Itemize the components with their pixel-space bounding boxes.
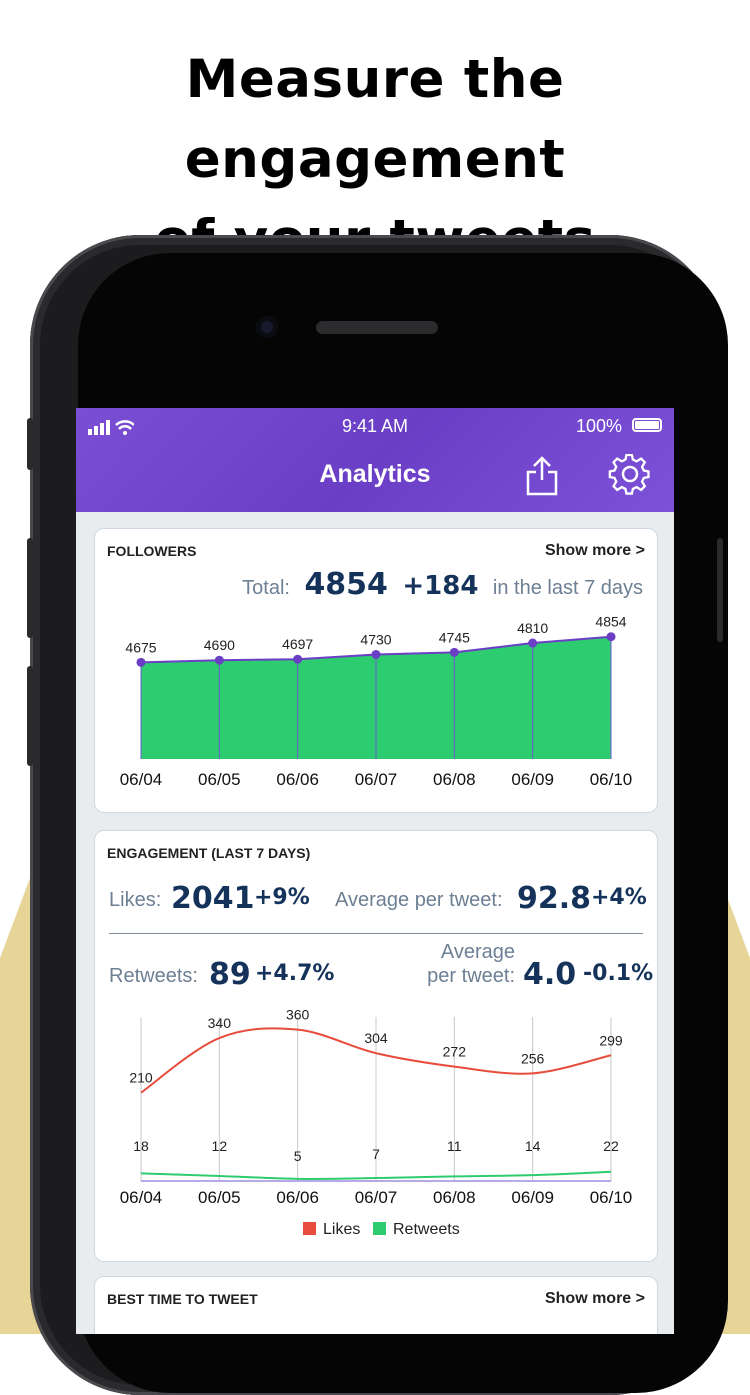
page-title: Analytics (319, 460, 431, 488)
engagement-data-label: 12 (212, 1138, 228, 1154)
best-time-show-more-link[interactable]: Show more > (544, 1290, 645, 1307)
followers-data-label: 4810 (517, 620, 548, 636)
legend-swatch-retweets (373, 1222, 386, 1235)
followers-chart: 4675 4690 4697 4730 4745 4810 4854 06/04 06/05 06… (120, 614, 633, 789)
earpiece-speaker (316, 321, 438, 334)
followers-x-tick-label: 06/07 (355, 770, 398, 789)
engagement-series-line-retweets (140, 1170, 612, 1180)
followers-x-tick-label: 06/06 (276, 770, 319, 789)
retweets-label: Retweets: (109, 965, 198, 987)
engagement-title: ENGAGEMENT (LAST 7 DAYS) (107, 845, 311, 861)
best-time-card: BEST TIME TO TWEET Show more > (94, 1276, 658, 1334)
gear-icon[interactable] (608, 454, 652, 498)
headline-line-1: Measure the engagement (184, 49, 566, 190)
followers-x-tick-label: 06/08 (433, 770, 476, 789)
avg-rt-label-line2: per tweet: (427, 965, 515, 987)
followers-title: FOLLOWERS (107, 543, 197, 559)
engagement-data-label: 14 (525, 1138, 541, 1154)
best-time-title: BEST TIME TO TWEET (107, 1291, 258, 1307)
engagement-x-tick-label: 06/09 (511, 1188, 554, 1207)
engagement-data-label: 360 (286, 1007, 310, 1023)
followers-data-label: 4690 (204, 637, 235, 653)
engagement-data-label: 7 (372, 1146, 380, 1162)
phone-volume-up (27, 538, 33, 638)
stats-divider (109, 933, 643, 934)
followers-point (214, 655, 224, 665)
followers-total-value: 4854 (304, 567, 388, 602)
followers-data-label: 4697 (282, 636, 313, 652)
engagement-x-tick-label: 06/06 (276, 1188, 319, 1207)
engagement-x-tick-label: 06/07 (355, 1188, 398, 1207)
followers-point (293, 654, 303, 664)
engagement-x-tick-label: 06/08 (433, 1188, 476, 1207)
followers-point (371, 649, 381, 659)
battery-percent: 100% (575, 416, 622, 436)
avg-likes-delta: +4% (591, 885, 647, 910)
followers-data-label: 4675 (125, 639, 156, 655)
engagement-x-tick-label: 06/04 (120, 1188, 163, 1207)
followers-card: FOLLOWERS Show more > Total: 4854 +184 i… (94, 528, 658, 813)
followers-point (606, 632, 616, 642)
engagement-data-label: 22 (603, 1138, 619, 1154)
followers-x-tick-label: 06/05 (198, 770, 241, 789)
avg-rt-label-line1: Average (440, 941, 515, 963)
likes-value: 2041 (171, 881, 255, 916)
legend-label-likes: Likes (323, 1221, 360, 1238)
navigation-bar: 9:41 AM 100% Analytics (76, 408, 674, 512)
phone-mute-switch (27, 418, 33, 470)
retweets-row: Retweets: 89 +4.7% Average per tweet: 4.… (109, 941, 653, 997)
avg-likes-value: 92.8 (517, 881, 592, 916)
engagement-series-line-likes (140, 1027, 612, 1094)
phone-volume-down (27, 666, 33, 766)
engagement-data-label: 299 (599, 1032, 623, 1048)
followers-delta: +184 (402, 571, 479, 601)
engagement-chart: 210 340 360 304 272 256 299 18 12 5 7 11 14 22 06/04 06… (120, 1007, 633, 1238)
followers-x-tick-label: 06/04 (120, 770, 163, 789)
status-time: 9:41 AM (341, 416, 409, 436)
engagement-data-label: 256 (521, 1050, 545, 1066)
followers-period: in the last 7 days (492, 577, 643, 599)
engagement-data-label: 272 (443, 1044, 467, 1060)
retweets-value: 89 (209, 957, 251, 992)
front-camera (256, 316, 278, 338)
followers-data-label: 4854 (595, 614, 626, 630)
engagement-data-label: 11 (447, 1138, 462, 1154)
followers-data-label: 4730 (360, 631, 391, 647)
followers-point (136, 657, 146, 667)
avg-rt-delta: -0.1% (583, 961, 654, 986)
retweets-delta: +4.7% (255, 961, 335, 986)
engagement-x-tick-label: 06/10 (590, 1188, 633, 1207)
avg-likes-label: Average per tweet: (335, 889, 503, 911)
likes-label: Likes: (109, 889, 162, 911)
engagement-data-label: 18 (133, 1138, 149, 1154)
followers-x-tick-label: 06/10 (590, 770, 633, 789)
followers-point (528, 638, 538, 648)
battery-icon (632, 418, 662, 432)
engagement-x-tick-label: 06/05 (198, 1188, 241, 1207)
legend-label-retweets: Retweets (393, 1221, 460, 1238)
followers-point (449, 647, 459, 657)
avg-rt-value: 4.0 (523, 957, 577, 992)
followers-data-label: 4745 (439, 629, 470, 645)
followers-total-label: Total: (242, 577, 290, 599)
engagement-card: ENGAGEMENT (LAST 7 DAYS) Likes: 2041 +9%… (94, 830, 658, 1262)
likes-delta: +9% (254, 885, 310, 910)
followers-summary: Total: 4854 +184 in the last 7 days (95, 567, 643, 602)
engagement-data-label: 5 (294, 1148, 302, 1164)
engagement-data-label: 304 (364, 1030, 388, 1046)
engagement-data-label: 340 (208, 1015, 232, 1031)
likes-row: Likes: 2041 +9% Average per tweet: 92.8 … (109, 881, 647, 921)
followers-x-tick-label: 06/09 (511, 770, 554, 789)
signal-wifi-icon (88, 420, 134, 435)
app-screen: 9:41 AM 100% Analytics FOLLOWERS Show mo… (76, 408, 674, 1334)
followers-show-more-link[interactable]: Show more > (544, 542, 645, 559)
share-icon[interactable] (524, 454, 560, 496)
phone-power-button (717, 538, 723, 642)
engagement-data-label: 210 (129, 1070, 153, 1086)
legend-swatch-likes (303, 1222, 316, 1235)
